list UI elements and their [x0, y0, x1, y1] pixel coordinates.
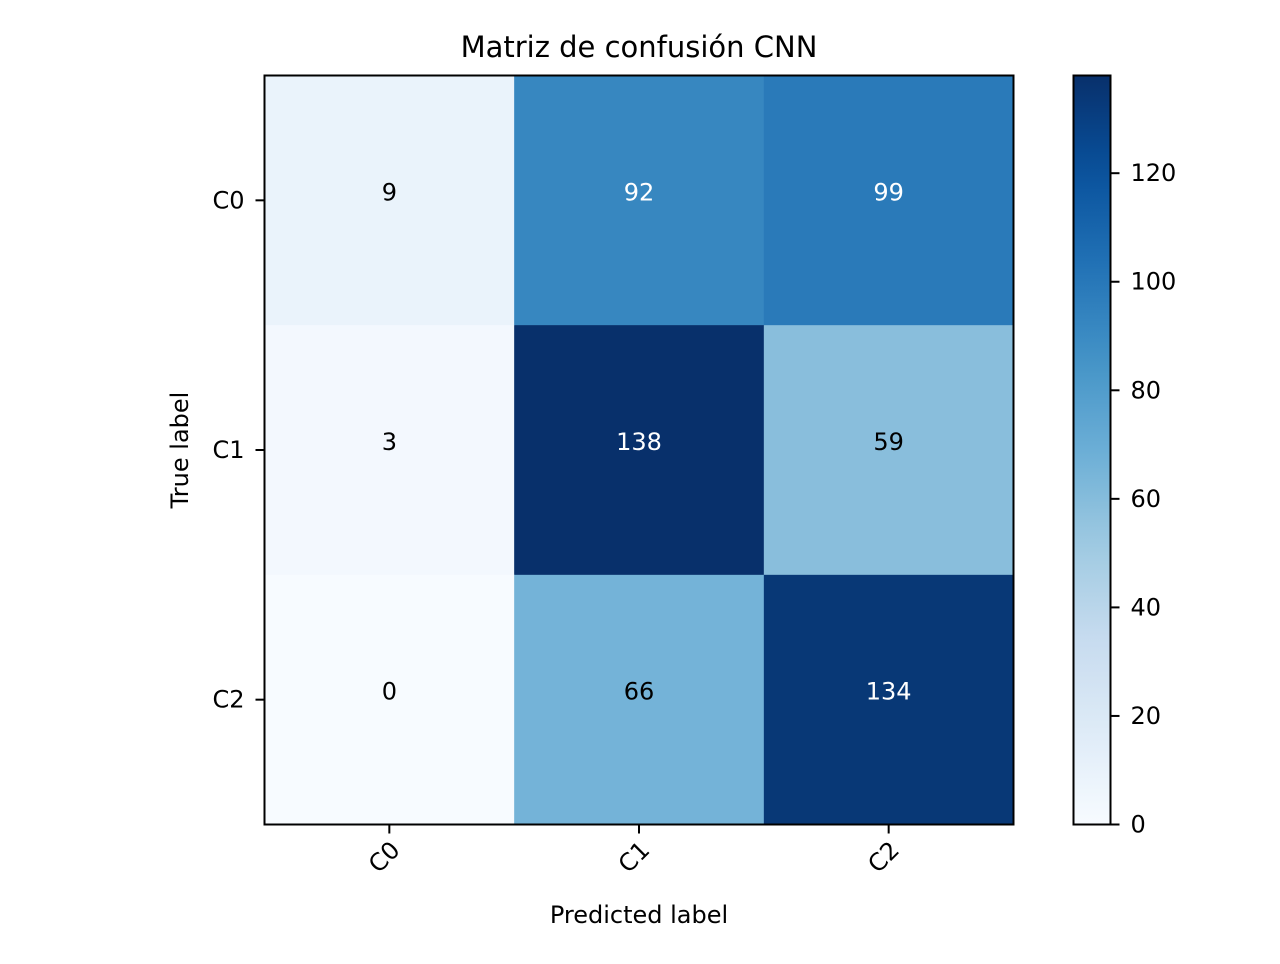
colorbar-tick-label: 100	[1131, 268, 1177, 296]
heatmap-cell	[264, 325, 515, 576]
cell-value-label: 99	[873, 178, 904, 206]
cell-value-label: 0	[382, 678, 397, 706]
y-tick-label: C2	[212, 686, 244, 714]
cell-value-label: 92	[624, 178, 655, 206]
colorbar-gradient	[1073, 75, 1111, 825]
colorbar-tick-label: 80	[1131, 376, 1162, 404]
x-axis-ticks: C0 C1 C2	[363, 824, 905, 878]
heatmap-cell	[514, 574, 765, 825]
colorbar-tick-label: 40	[1131, 593, 1162, 621]
colorbar-tick-label: 120	[1131, 159, 1177, 187]
colorbar-frame	[1072, 74, 1112, 826]
cell-value-label: 138	[616, 428, 662, 456]
cell-value-label: 3	[382, 428, 397, 456]
heatmap-cell	[763, 75, 1014, 326]
heatmap-cell-labels: 9 92 99 3 138 59 0 66 134	[382, 178, 912, 705]
y-axis-label: True label	[166, 392, 194, 510]
colorbar-tick-label: 60	[1131, 485, 1162, 513]
colorbar-tick-label: 0	[1131, 811, 1146, 839]
heatmap-cell	[264, 574, 515, 825]
heatmap-cells	[264, 75, 1014, 825]
x-tick-label: C1	[613, 836, 655, 878]
cell-value-label: 66	[624, 678, 655, 706]
cell-value-label: 9	[382, 178, 397, 206]
colorbar-ticks: 0 20 40 60 80 100 120	[1110, 159, 1177, 839]
heatmap-cell	[264, 75, 515, 326]
heatmap-cell	[514, 75, 765, 326]
x-axis-label: Predicted label	[550, 901, 728, 929]
y-tick-label: C0	[212, 186, 244, 214]
y-tick-label: C1	[212, 436, 244, 464]
x-tick-label: C2	[862, 836, 904, 878]
cell-value-label: 134	[866, 678, 912, 706]
y-axis-ticks: C0 C1 C2	[212, 186, 265, 714]
heatmap-cell	[763, 325, 1014, 576]
cell-value-label: 59	[873, 428, 904, 456]
heatmap-cell	[514, 325, 765, 576]
colorbar-tick-label: 20	[1131, 702, 1162, 730]
x-tick-label: C0	[363, 836, 405, 878]
heatmap-cell	[763, 574, 1014, 825]
chart-title: Matriz de confusión CNN	[461, 30, 818, 64]
